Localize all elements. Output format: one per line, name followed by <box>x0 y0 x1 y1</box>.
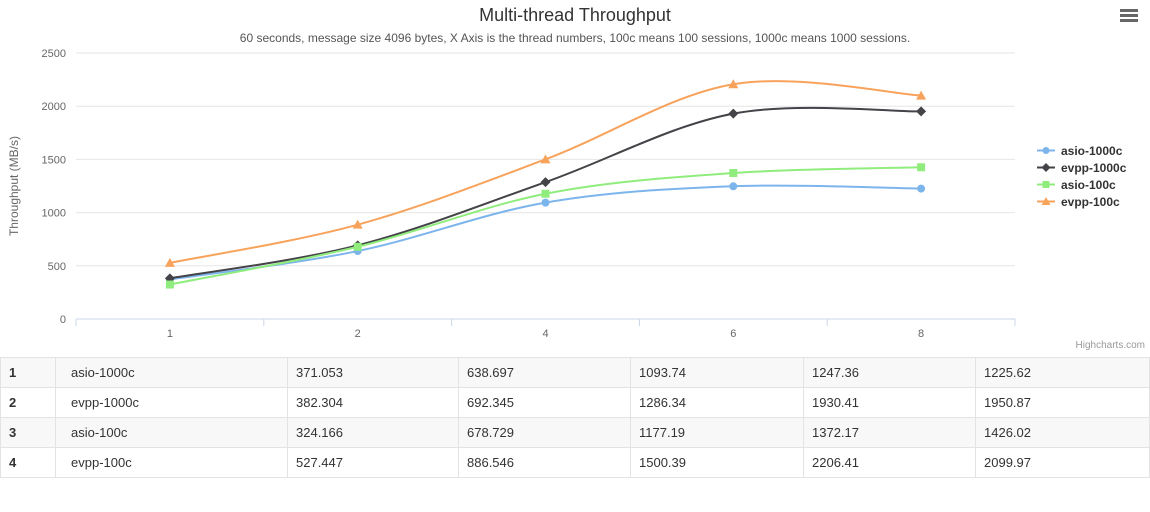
legend-item-asio-1000c[interactable]: asio-1000c <box>1036 142 1126 159</box>
data-point[interactable] <box>540 154 551 164</box>
row-number-cell: 3 <box>0 417 56 448</box>
hamburger-icon <box>1120 19 1138 22</box>
value-cell: 1093.74 <box>630 357 804 388</box>
series-evpp-100c <box>164 79 927 267</box>
series-name-cell: evpp-1000c <box>55 387 288 418</box>
data-point[interactable] <box>1042 181 1050 188</box>
value-cell: 382.304 <box>287 387 459 418</box>
value-cell: 1286.34 <box>630 387 804 418</box>
data-point[interactable] <box>728 108 739 119</box>
data-table: 1 asio-1000c 371.053 638.697 1093.74 1247.36 1… <box>0 357 1150 478</box>
chart-subtitle: 60 seconds, message size 4096 bytes, X A… <box>239 31 911 45</box>
gridlines: 0 500 1000 1500 2000 2500 <box>42 48 1015 326</box>
value-cell: 1426.02 <box>975 417 1150 448</box>
y-axis-label: 2000 <box>42 101 66 113</box>
y-axis-title: Throughput (MB/s) <box>7 135 21 237</box>
x-axis: 1 2 4 6 8 <box>75 318 1016 340</box>
value-cell: 324.166 <box>287 417 459 448</box>
value-cell: 527.447 <box>287 447 459 478</box>
data-point[interactable] <box>540 177 551 188</box>
value-cell: 1177.19 <box>630 417 804 448</box>
table-row: 1 asio-1000c 371.053 638.697 1093.74 1247.36 1… <box>0 357 1150 388</box>
series-name-cell: asio-100c <box>55 417 288 448</box>
row-number-cell: 1 <box>0 357 56 388</box>
data-point[interactable] <box>165 280 174 289</box>
value-cell: 1950.87 <box>975 387 1150 418</box>
y-axis-label: 2500 <box>42 48 66 60</box>
circle-marker-icon <box>1037 147 1055 154</box>
highcharts-credits-link[interactable]: Highcharts.com <box>1075 340 1145 351</box>
data-point[interactable] <box>541 198 550 207</box>
data-point[interactable] <box>353 242 362 251</box>
table-row: 3 asio-100c 324.166 678.729 1177.19 1372.17 14… <box>0 417 1150 448</box>
y-axis-label: 0 <box>60 314 66 326</box>
x-axis-label: 8 <box>918 328 924 340</box>
legend-label: asio-1000c <box>1061 143 1123 158</box>
data-point[interactable] <box>729 169 738 178</box>
value-cell: 1247.36 <box>803 357 976 388</box>
diamond-marker-icon <box>1037 163 1055 172</box>
hamburger-icon <box>1120 14 1138 17</box>
series-asio-100c <box>165 163 926 289</box>
chart-legend: asio-1000c evpp-1000c asio-100c evpp-100c <box>1036 142 1126 210</box>
y-axis-label: 500 <box>48 261 66 273</box>
value-cell: 638.697 <box>458 357 631 388</box>
triangle-marker-icon <box>1037 197 1055 205</box>
chart-plot-area: 0 500 1000 1500 2000 2500 1 2 4 6 8 <box>42 48 1016 340</box>
export-menu-button[interactable] <box>1118 7 1140 27</box>
legend-item-evpp-100c[interactable]: evpp-100c <box>1036 193 1126 210</box>
row-number-cell: 2 <box>0 387 56 418</box>
data-point[interactable] <box>1041 197 1051 205</box>
data-point[interactable] <box>917 184 926 193</box>
data-point[interactable] <box>916 90 927 100</box>
data-point[interactable] <box>1042 147 1050 154</box>
throughput-chart: Multi-thread Throughput 60 seconds, mess… <box>7 5 1145 351</box>
legend-item-asio-100c[interactable]: asio-100c <box>1036 176 1126 193</box>
x-axis-label: 1 <box>167 328 173 340</box>
legend-label: evpp-1000c <box>1061 160 1127 175</box>
data-point[interactable] <box>1041 163 1051 172</box>
table-row: 2 evpp-1000c 382.304 692.345 1286.34 1930.41 1… <box>0 387 1150 418</box>
legend-label: evpp-100c <box>1061 194 1120 209</box>
data-point[interactable] <box>917 163 926 172</box>
square-marker-icon <box>1037 181 1055 188</box>
value-cell: 886.546 <box>458 447 631 478</box>
table-row: 4 evpp-100c 527.447 886.546 1500.39 2206.41 20… <box>0 447 1150 478</box>
value-cell: 2099.97 <box>975 447 1150 478</box>
row-number-cell: 4 <box>0 447 56 478</box>
chart-title: Multi-thread Throughput <box>479 5 671 25</box>
data-point[interactable] <box>164 257 175 267</box>
data-point[interactable] <box>729 182 738 191</box>
legend-label: asio-100c <box>1061 177 1116 192</box>
value-cell: 678.729 <box>458 417 631 448</box>
value-cell: 1225.62 <box>975 357 1150 388</box>
x-axis-label: 2 <box>355 328 361 340</box>
y-axis-label: 1500 <box>42 154 66 166</box>
value-cell: 1500.39 <box>630 447 804 478</box>
value-cell: 2206.41 <box>803 447 976 478</box>
data-point[interactable] <box>541 189 550 198</box>
y-axis-label: 1000 <box>42 208 66 220</box>
hamburger-icon <box>1120 9 1138 12</box>
x-axis-label: 6 <box>730 328 736 340</box>
data-point[interactable] <box>352 219 363 229</box>
series-name-cell: evpp-100c <box>55 447 288 478</box>
x-axis-label: 4 <box>542 328 548 340</box>
data-point[interactable] <box>728 79 739 89</box>
value-cell: 692.345 <box>458 387 631 418</box>
data-point[interactable] <box>916 106 927 117</box>
legend-item-evpp-1000c[interactable]: evpp-1000c <box>1036 159 1126 176</box>
value-cell: 1372.17 <box>803 417 976 448</box>
value-cell: 1930.41 <box>803 387 976 418</box>
series-name-cell: asio-1000c <box>55 357 288 388</box>
value-cell: 371.053 <box>287 357 459 388</box>
